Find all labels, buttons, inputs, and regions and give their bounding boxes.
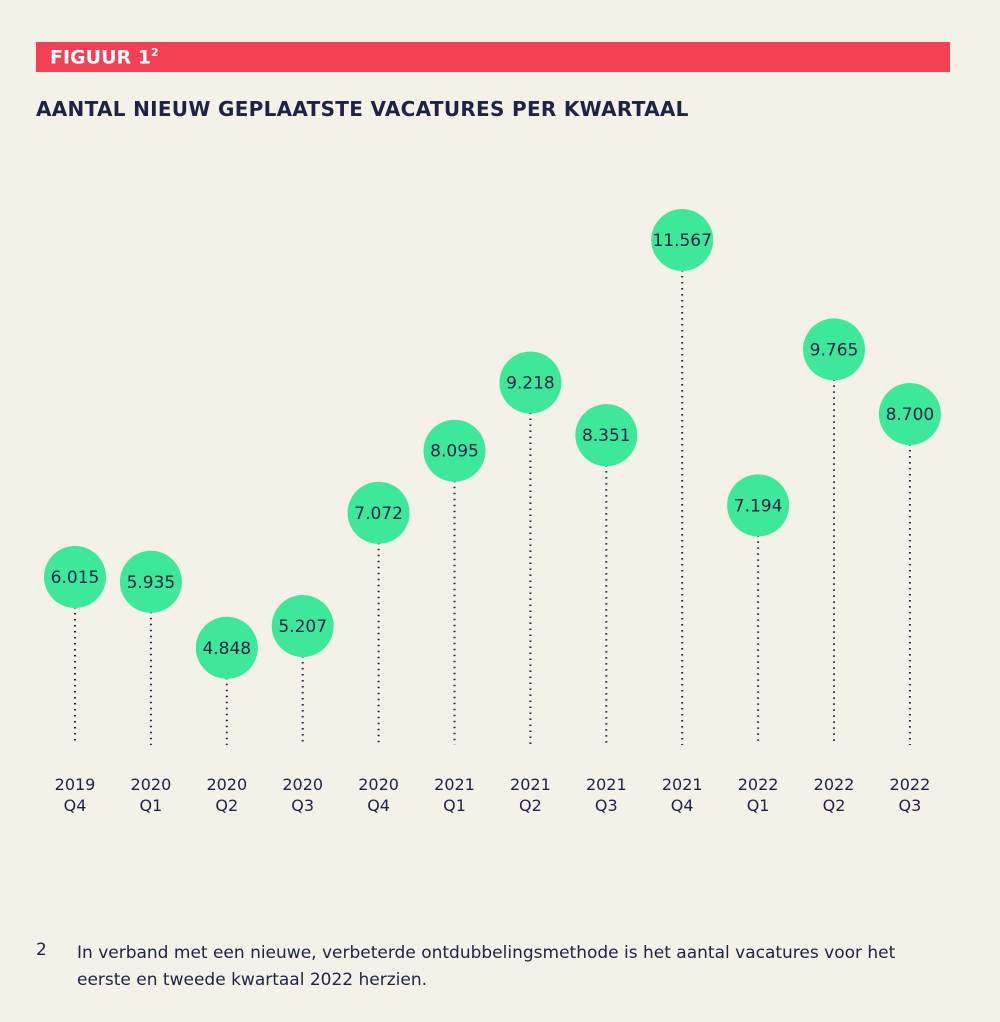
chart-title: AANTAL NIEUW GEPLAATSTE VACATURES PER KW… bbox=[36, 97, 689, 121]
x-tick-label: 2020 Q4 bbox=[358, 775, 399, 815]
value-label: 5.207 bbox=[278, 617, 327, 637]
dot bbox=[195, 616, 258, 679]
value-label: 9.218 bbox=[506, 374, 555, 394]
dot bbox=[878, 382, 941, 445]
x-tick-label: 2021 Q4 bbox=[661, 775, 703, 815]
figure-label-text: FIGUUR 1 bbox=[50, 46, 151, 69]
x-tick-label: 2022 Q2 bbox=[813, 775, 855, 815]
figure-note-ref: 2 bbox=[150, 46, 159, 59]
value-label: 7.194 bbox=[734, 496, 783, 516]
x-tick-label: 2020 Q2 bbox=[206, 775, 248, 815]
dot bbox=[119, 550, 182, 613]
dot bbox=[347, 481, 410, 544]
value-label: 6.015 bbox=[51, 568, 100, 588]
figure-label: FIGUUR 12 bbox=[50, 46, 159, 68]
value-label: 9.765 bbox=[810, 340, 859, 360]
x-tick-label: 2020 Q3 bbox=[282, 775, 324, 815]
value-label: 8.095 bbox=[430, 442, 479, 462]
x-tick-label: 2020 Q1 bbox=[130, 775, 172, 815]
dot bbox=[803, 318, 865, 381]
value-label: 8.351 bbox=[582, 426, 631, 446]
value-label: 8.700 bbox=[886, 405, 935, 425]
x-tick-label: 2019 Q4 bbox=[54, 775, 96, 815]
x-tick-label: 2022 Q1 bbox=[737, 775, 779, 815]
dot bbox=[727, 474, 790, 537]
x-tick-label: 2021 Q1 bbox=[434, 775, 475, 815]
value-label: 5.935 bbox=[127, 573, 176, 593]
dot bbox=[44, 545, 106, 608]
figure-header: FIGUUR 12 bbox=[36, 42, 950, 72]
footnote-number: 2 bbox=[36, 940, 47, 960]
dot bbox=[575, 404, 638, 467]
value-label: 11.567 bbox=[652, 231, 711, 251]
dot bbox=[499, 351, 562, 414]
value-label: 7.072 bbox=[354, 504, 403, 524]
x-tick-label: 2022 Q3 bbox=[889, 775, 931, 815]
x-tick-label: 2021 Q3 bbox=[585, 775, 627, 815]
footnote: In verband met een nieuwe, verbeterde on… bbox=[77, 943, 896, 990]
x-tick-label: 2021 Q2 bbox=[510, 775, 551, 815]
dot bbox=[651, 209, 714, 271]
dot bbox=[423, 419, 486, 482]
value-label: 4.848 bbox=[202, 639, 251, 659]
dot bbox=[271, 594, 334, 657]
